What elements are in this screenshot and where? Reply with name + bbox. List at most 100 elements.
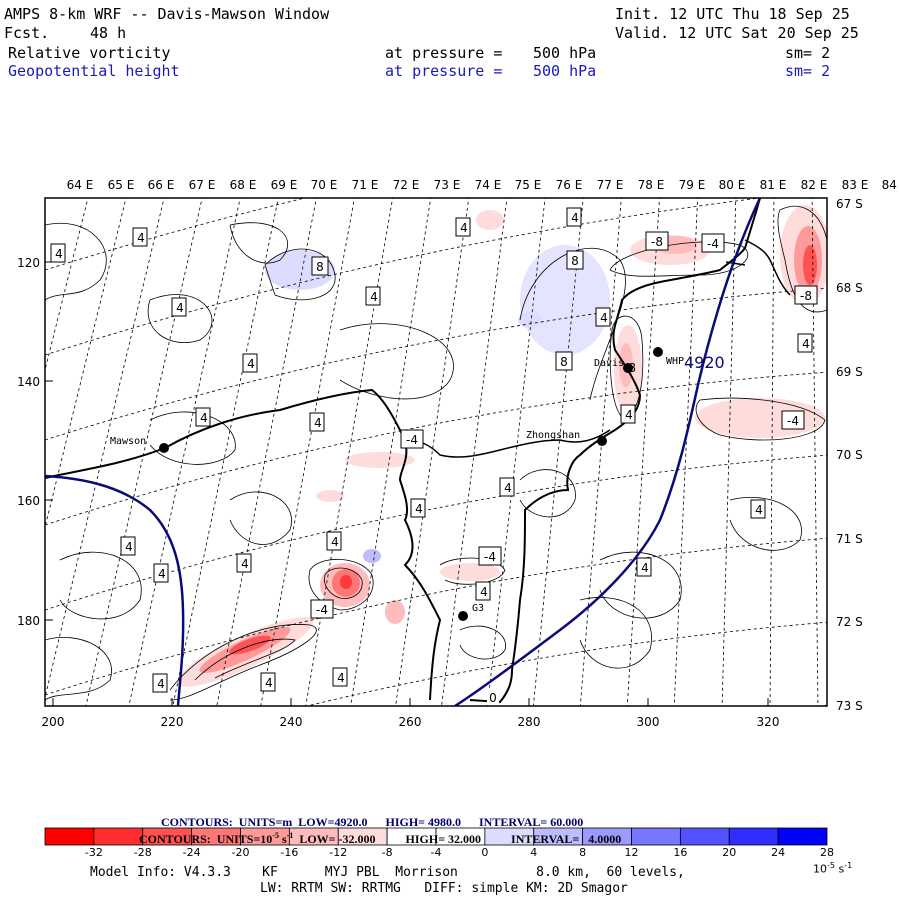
lon-label: 69 E: [271, 178, 298, 192]
svg-text:-4: -4: [707, 237, 719, 251]
stations: Mawson Zhongshan Davis WHP G3: [110, 347, 684, 621]
x-tick-label: 300: [637, 715, 660, 729]
colorbar-label: 8: [579, 846, 587, 859]
vorticity-contour: [45, 637, 112, 701]
height-contour-label: 4920: [684, 353, 725, 372]
svg-text:-8: -8: [800, 289, 812, 303]
colorbar: [44, 827, 828, 846]
colorbar-unit-tail: s: [834, 862, 845, 876]
vorticity-positive-area: [363, 549, 381, 563]
field2-name: Geopotential height: [8, 62, 180, 80]
lat-label: 71 S: [836, 532, 863, 546]
colorbar-label: 28: [820, 846, 834, 859]
lon-label: 77 E: [597, 178, 624, 192]
station-label: Mawson: [110, 436, 146, 447]
legend-height-high-label: HIGH=: [385, 815, 425, 829]
vorticity-contour: [194, 638, 296, 681]
left-axis-labels: 120 140 160 180: [17, 256, 40, 628]
svg-text:4: 4: [415, 502, 423, 516]
lon-label: 74 E: [475, 178, 502, 192]
legend-vort-unit: s: [278, 832, 287, 846]
svg-text:4: 4: [125, 540, 133, 554]
vorticity-negative-area: [803, 245, 817, 285]
vorticity-contour: [323, 567, 363, 599]
contour-label: -4: [400, 429, 424, 449]
vorticity-contour: [308, 558, 374, 611]
contour-label: 4: [326, 531, 342, 551]
svg-text:4: 4: [157, 677, 165, 691]
contour-label: 4: [260, 672, 276, 692]
colorbar-unit-base: 10: [813, 862, 827, 876]
legend-height-high: 4980.0: [428, 815, 461, 829]
contour-label: -4: [310, 599, 334, 619]
meridian-line: [811, 198, 819, 706]
vorticity-contour: [339, 323, 454, 400]
vorticity-contour: [264, 248, 336, 301]
coastline: [725, 239, 791, 296]
svg-text:4: 4: [158, 567, 166, 581]
lon-label: 71 E: [352, 178, 379, 192]
vorticity-contour: [459, 625, 506, 660]
vorticity-contour: [169, 624, 317, 701]
meridian-line: [45, 198, 165, 700]
vorticity-contour: [777, 205, 827, 313]
meridian-line: [172, 198, 279, 706]
meridian-line: [721, 198, 737, 706]
contour-label: -4: [781, 410, 805, 430]
legend-vort-interval: 4.0000: [588, 832, 622, 846]
colorbar-label: -8: [381, 846, 393, 859]
vorticity-contour: [695, 397, 826, 441]
svg-text:-8: -8: [624, 361, 636, 375]
colorbar-swatch: [728, 827, 779, 846]
vorticity-negative-area: [476, 210, 504, 230]
meridian-line: [626, 198, 660, 706]
contour-label: 4: [171, 297, 187, 317]
contour-label: 4: [153, 563, 169, 583]
lon-label: 70 E: [311, 178, 338, 192]
lon-label: 64 E: [67, 178, 94, 192]
legend-height-interval-label: INTERVAL=: [479, 815, 548, 829]
legend-vort-line: CONTOURS: UNITS=10-5 s-1 LOW= -32.000 HI…: [133, 812, 621, 847]
vorticity-contour: [229, 491, 292, 545]
svg-text:4: 4: [314, 416, 322, 430]
station-marker: [597, 436, 607, 446]
contour-label: 4: [410, 498, 426, 518]
svg-text:4: 4: [641, 561, 649, 575]
contour-label: -4: [478, 546, 502, 566]
svg-text:-4: -4: [316, 603, 328, 617]
field1-value: 500 hPa: [533, 44, 597, 62]
parallel-line: [45, 198, 307, 271]
forecast-label: Fcst.: [4, 24, 50, 42]
colorbar-label: 4: [530, 846, 538, 859]
top-axis-labels: 64 E 65 E 66 E 67 E 68 E 69 E 70 E 71 E …: [67, 178, 900, 192]
lat-lon-grid: [45, 198, 827, 706]
plot-frame: [44, 197, 828, 707]
contour-label: 4: [309, 412, 325, 432]
x-tick-label: 260: [399, 715, 422, 729]
lon-label: 84 E: [882, 178, 900, 192]
svg-text:4: 4: [370, 290, 378, 304]
legend-vort-high: 32.000: [448, 832, 482, 846]
bottom-axis-labels: 200 220 240 260 280 300 320: [42, 715, 780, 729]
contour-label: 4: [365, 286, 381, 306]
svg-text:4: 4: [331, 535, 339, 549]
y-tick-label: 160: [17, 494, 40, 508]
colorbar-label: -12: [329, 846, 348, 859]
legend-height-line: CONTOURS: UNITS=m LOW=4920.0 HIGH= 4980.…: [155, 798, 583, 830]
vorticity-contours: [45, 205, 827, 701]
height-contour-line: [454, 198, 762, 706]
contour-label: 4: [750, 499, 766, 519]
lat-label: 67 S: [836, 197, 863, 211]
vorticity-negative-area: [385, 600, 405, 624]
y-tick-label: 180: [17, 614, 40, 628]
svg-text:4: 4: [480, 585, 488, 599]
contour-label: 4: [152, 673, 168, 693]
svg-text:4: 4: [200, 411, 208, 425]
meridian-line: [305, 198, 394, 706]
station-label: Davis: [594, 358, 624, 369]
lon-label: 82 E: [801, 178, 828, 192]
contour-label: 4: [236, 553, 252, 573]
field1-level: at pressure =: [385, 44, 503, 62]
svg-text:4: 4: [755, 503, 763, 517]
